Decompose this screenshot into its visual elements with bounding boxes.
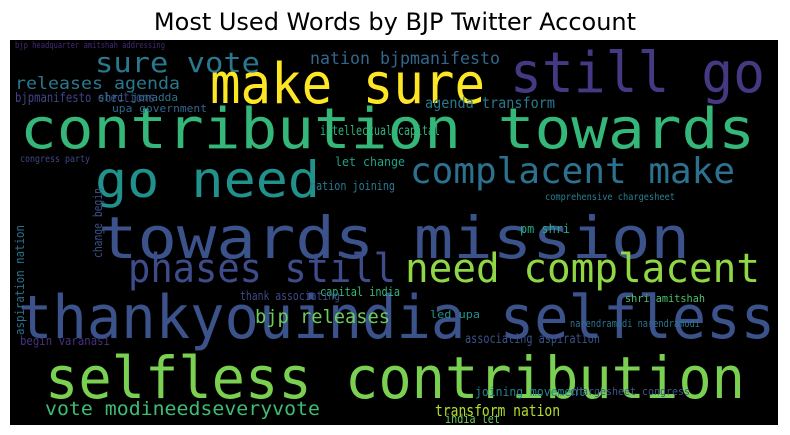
word: congress party	[20, 154, 90, 165]
word: aspiration nation	[13, 225, 27, 335]
word: agenda transform	[425, 94, 555, 112]
chart-title: Most Used Words by BJP Twitter Account	[154, 8, 636, 36]
word: sure vote	[95, 46, 260, 79]
cloud-background	[10, 40, 778, 425]
word: associating aspiration	[465, 332, 600, 347]
word: make sure	[210, 52, 485, 117]
word: nation bjpmanifesto	[310, 49, 500, 69]
word: still go	[510, 41, 765, 106]
word: led upa	[430, 308, 480, 321]
word: bjp headquarter amitshah addressing	[15, 41, 165, 51]
word: chargesheet congress	[570, 385, 690, 398]
word: comprehensive chargesheet	[545, 192, 675, 203]
word: phases still	[128, 246, 396, 292]
word: india let	[445, 412, 500, 426]
word: shri jonadda	[98, 91, 178, 104]
word: thank associating	[240, 289, 340, 303]
word: contribution towards	[20, 97, 755, 162]
word: let change	[335, 155, 405, 169]
word: begin varanasi	[20, 334, 110, 348]
word: nation joining	[310, 179, 395, 193]
word: need complacent	[405, 246, 760, 292]
word: pm shri	[520, 222, 570, 236]
word: complacent make	[410, 151, 735, 192]
word: joining movement	[475, 385, 585, 399]
word: thankyouindia selfless	[18, 283, 775, 353]
word: selfless contribution	[45, 344, 745, 412]
word: bjpmanifesto elections	[15, 91, 155, 106]
word: change begin	[91, 188, 105, 258]
word: releases agenda	[15, 74, 180, 94]
word: transform nation	[435, 401, 560, 420]
word: intellectual capital	[320, 124, 440, 139]
word: towards mission	[98, 204, 690, 272]
word: shri amitshah	[625, 292, 705, 305]
word: narendramodi narendramodi	[570, 317, 700, 330]
word: go need	[95, 151, 320, 209]
word: capital india	[320, 285, 400, 299]
word: vote modineedseveryvote	[45, 398, 320, 420]
word: upa government	[112, 102, 207, 115]
word: bjp releases	[255, 306, 390, 328]
